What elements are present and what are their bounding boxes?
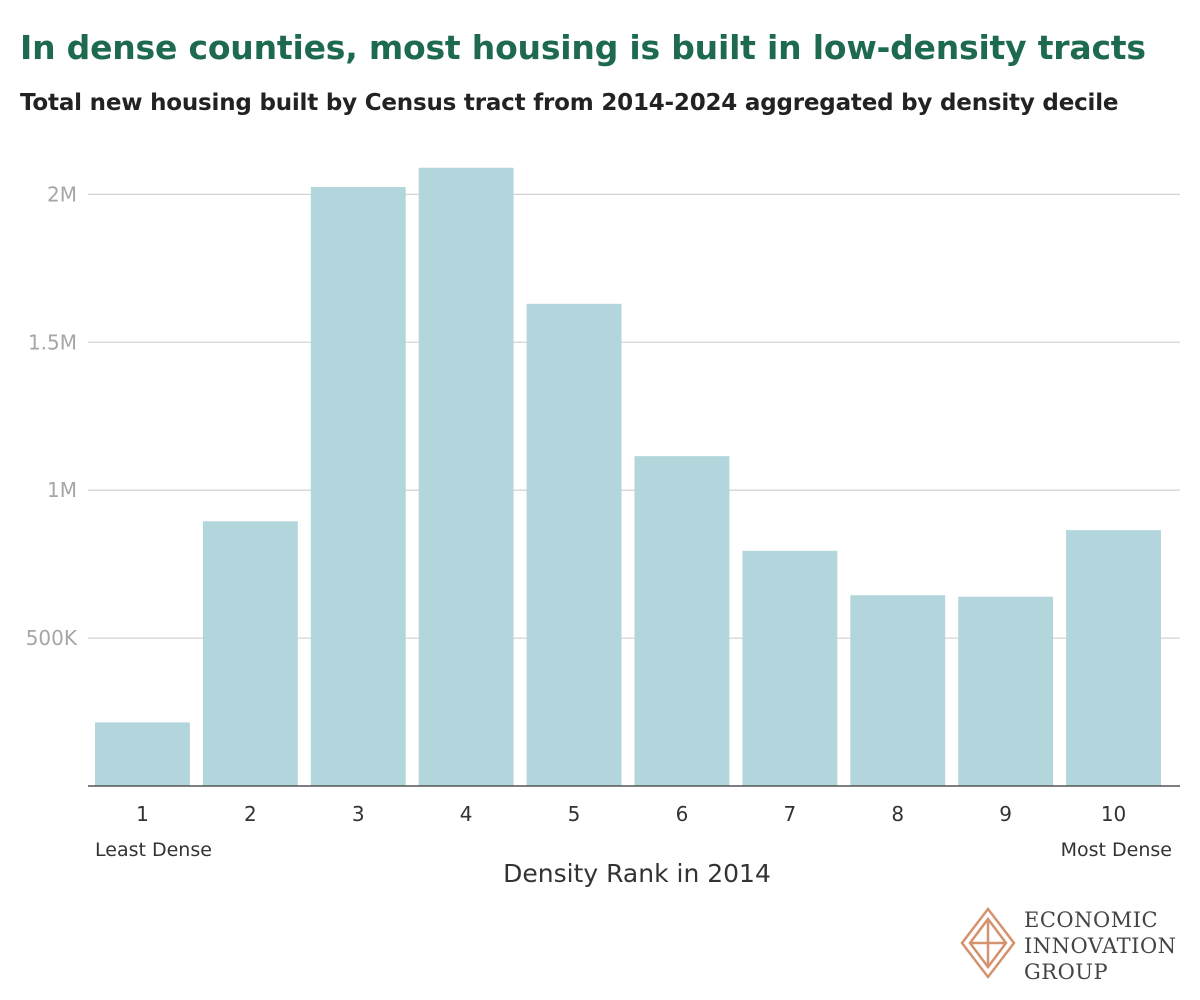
x-tick-label: 8 (891, 802, 904, 826)
bar (742, 550, 838, 786)
x-tick-label: 3 (352, 802, 365, 826)
bars (95, 167, 1161, 786)
y-tick-label: 500K (26, 626, 78, 650)
x-tick-label: 6 (676, 802, 689, 826)
bar (1066, 530, 1161, 786)
most-dense-annotation: Most Dense (1061, 839, 1172, 861)
logo-line-1: ECONOMIC (1024, 908, 1159, 932)
axis-labels: 500K 1M 1.5M 2M 1 2 3 4 5 6 7 8 9 10 Least Dense Most D… (26, 182, 1172, 888)
x-tick-label: 10 (1101, 802, 1126, 826)
x-tick-label: 5 (568, 802, 581, 826)
x-tick-label: 1 (136, 802, 149, 826)
logo-line-2: INNOVATION (1024, 934, 1177, 958)
chart-title: In dense counties, most housing is built… (20, 28, 1146, 67)
x-tick-label: 2 (244, 802, 257, 826)
bar (850, 595, 946, 786)
bar (310, 186, 406, 786)
bar (526, 303, 622, 786)
bar (418, 167, 514, 786)
y-tick-label: 1.5M (28, 330, 77, 354)
least-dense-annotation: Least Dense (95, 839, 212, 861)
bar (202, 521, 298, 786)
bar (634, 456, 730, 786)
chart-subtitle: Total new housing built by Census tract … (20, 90, 1119, 116)
x-tick-label: 4 (460, 802, 473, 826)
y-tick-label: 2M (47, 182, 77, 206)
x-tick-label: 7 (783, 802, 796, 826)
y-tick-label: 1M (47, 478, 77, 502)
x-tick-label: 9 (999, 802, 1012, 826)
logo-line-3: GROUP (1024, 960, 1109, 984)
eig-diamond-icon (960, 906, 1016, 980)
eig-logo: ECONOMIC INNOVATION GROUP (958, 905, 1188, 985)
bar (958, 596, 1054, 786)
bar (95, 722, 190, 786)
x-axis-title: Density Rank in 2014 (503, 859, 771, 888)
